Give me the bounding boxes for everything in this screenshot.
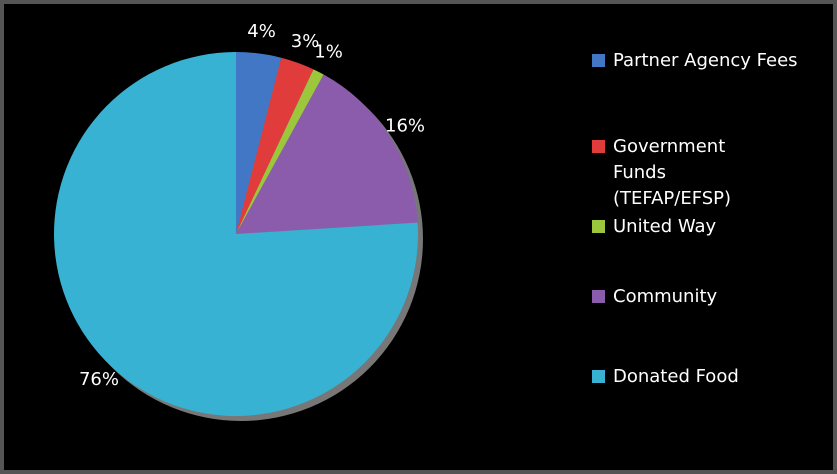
legend-label: Community <box>613 286 718 307</box>
legend-item: Donated Food <box>592 364 833 390</box>
legend-label: Donated Food <box>613 366 739 387</box>
legend-swatch <box>592 370 605 383</box>
data-label: 16% <box>385 116 425 137</box>
pie-slice <box>53 52 418 417</box>
legend-item: Partner Agency Fees <box>592 48 833 74</box>
pie-slice <box>236 57 314 234</box>
data-label: 3% <box>291 31 320 52</box>
legend-swatch <box>592 220 605 233</box>
legend-item: Community <box>592 284 833 310</box>
legend-item: United Way <box>592 214 833 240</box>
legend-swatch <box>592 140 605 153</box>
data-label: 4% <box>247 21 276 42</box>
legend-label: Government Funds (TEFAP/EFSP) <box>613 136 732 209</box>
pie-slice <box>236 69 324 235</box>
legend-label: United Way <box>613 216 717 237</box>
pie-slice <box>236 52 282 234</box>
legend-label: Partner Agency Fees <box>613 50 798 71</box>
legend-swatch <box>592 290 605 303</box>
data-label: 1% <box>314 41 343 62</box>
pie-area: 4% 3%1% 16% 76% <box>53 21 425 421</box>
data-label: 76% <box>79 369 119 390</box>
pie-slice <box>236 74 418 235</box>
legend-item: Government Funds (TEFAP/EFSP) <box>592 134 783 212</box>
legend-swatch <box>592 54 605 67</box>
